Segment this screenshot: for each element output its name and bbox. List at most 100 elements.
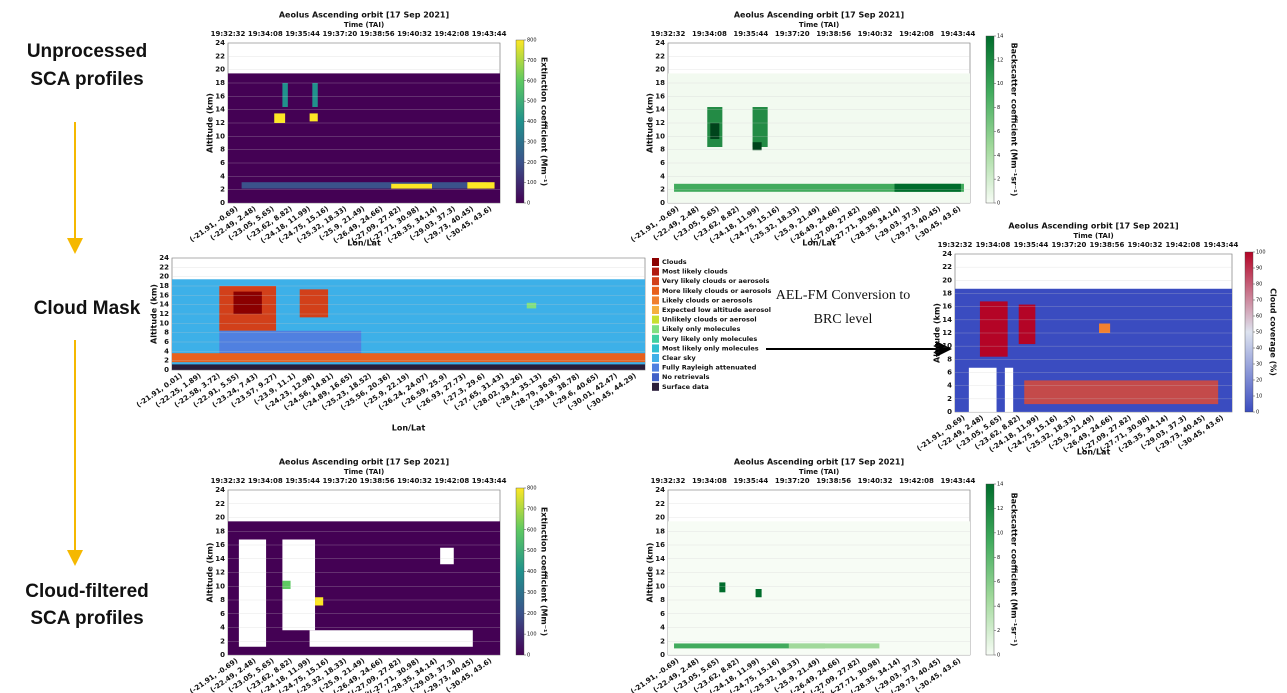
y-tick-label: 10 (942, 342, 952, 350)
time-tick-label: 19:35:44 (733, 30, 768, 38)
y-tick-label: 6 (660, 610, 665, 618)
time-tick-label: 19:35:44 (285, 477, 320, 485)
colorbar-tick-label: 600 (527, 527, 537, 533)
time-tick-label: 19:42:08 (434, 477, 469, 485)
time-tick-label: 19:43:44 (941, 30, 976, 38)
colorbar-tick-label: 20 (1256, 378, 1262, 384)
time-tick-label: 19:38:56 (816, 477, 851, 485)
y-tick-label: 4 (164, 347, 169, 355)
heatmap-cells (710, 123, 720, 139)
heatmap-cells (309, 113, 318, 122)
time-tick-label: 19:35:44 (285, 30, 320, 38)
heatmap-cells (894, 183, 961, 192)
colorbar-tick-label: 400 (527, 119, 537, 125)
step-label: SCA profiles (30, 69, 143, 90)
y-tick-label: 18 (215, 527, 225, 535)
y-tick-label: 20 (942, 276, 952, 284)
colorbar-tick-label: 8 (997, 105, 1000, 111)
colorbar-tick-label: 2 (997, 177, 1000, 183)
time-tick-label: 19:37:20 (322, 477, 357, 485)
y-tick-label: 16 (655, 541, 665, 549)
step-label: SCA profiles (30, 608, 143, 629)
conversion-label: AEL-FM Conversion to (776, 288, 911, 303)
y-tick-label: 8 (947, 355, 952, 363)
colorbar-tick-label: 12 (997, 506, 1003, 512)
heatmap-cells (752, 142, 762, 151)
time-tick-label: 19:37:20 (1052, 241, 1087, 249)
colorbar-tick-label: 100 (1256, 250, 1266, 256)
time-tick-label: 19:38:56 (1090, 241, 1125, 249)
time-tick-label: 19:34:08 (976, 241, 1011, 249)
time-tick-label: 19:34:08 (248, 477, 283, 485)
legend-swatch (652, 373, 659, 382)
y-tick-label: 0 (220, 651, 225, 659)
y-tick-label: 24 (655, 39, 665, 47)
time-tick-label: 19:40:32 (397, 477, 432, 485)
y-tick-label: 2 (660, 637, 665, 645)
colorbar-tick-label: 4 (997, 153, 1000, 159)
heatmap-cells (233, 291, 262, 314)
colorbar-tick-label: 0 (527, 201, 530, 207)
y-tick-label: 12 (655, 119, 665, 127)
y-axis-label: Altitude (km) (646, 543, 655, 603)
y-tick-label: 8 (220, 596, 225, 604)
y-tick-label: 16 (655, 92, 665, 100)
y-tick-label: 14 (159, 301, 169, 309)
colorbar-tick-label: 500 (527, 548, 537, 554)
heatmap (228, 73, 500, 204)
x-axis-label: Lon/Lat (347, 239, 381, 248)
time-tick-label: 19:35:44 (733, 477, 768, 485)
y-tick-label: 4 (660, 624, 665, 632)
colorbar-tick-label: 800 (527, 38, 537, 44)
colorbar-label: Extinction coefficient (Mm⁻¹) (540, 507, 549, 636)
y-axis-label: Altitude (km) (933, 303, 942, 363)
colorbar-tick-label: 0 (997, 653, 1000, 659)
step-label: Cloud-filtered (25, 581, 149, 602)
time-tick-label: 19:40:32 (858, 477, 893, 485)
time-tick-label: 19:43:44 (472, 477, 507, 485)
y-tick-label: 10 (655, 582, 665, 590)
colorbar-label: Extinction coefficient (Mm⁻¹) (540, 57, 549, 186)
time-tick-label: 19:32:32 (211, 30, 246, 38)
colorbar-tick-label: 0 (997, 201, 1000, 207)
legend-label: Surface data (662, 383, 709, 391)
colorbar-tick-label: 800 (527, 486, 537, 492)
legend-swatch (652, 344, 659, 353)
colorbar-tick-label: 12 (997, 57, 1003, 63)
colorbar-tick-label: 100 (527, 180, 537, 186)
heatmap-cells (315, 597, 324, 606)
heatmap-cells (979, 301, 1008, 357)
legend-label: Most likely clouds (662, 268, 728, 276)
colorbar-tick-label: 600 (527, 78, 537, 84)
y-tick-label: 24 (215, 39, 225, 47)
time-tick-label: 19:34:08 (692, 477, 727, 485)
y-tick-label: 8 (164, 329, 169, 337)
legend-swatch (652, 267, 659, 276)
heatmap-cells (282, 83, 288, 107)
heatmap-cells (1018, 304, 1036, 345)
colorbar-tick-label: 10 (1256, 394, 1262, 400)
y-tick-label: 18 (159, 282, 169, 290)
colorbar-tick-label: 8 (997, 555, 1000, 561)
colorbar-tick-label: 14 (997, 34, 1003, 40)
heatmap-cells (674, 643, 826, 649)
colorbar-tick-label: 80 (1256, 282, 1262, 288)
heatmap-cells (312, 83, 318, 107)
heatmap-cells (526, 302, 537, 309)
colorbar-tick-label: 500 (527, 99, 537, 105)
colorbar (1244, 251, 1254, 413)
y-tick-label: 4 (220, 624, 225, 632)
heatmap-cells (299, 289, 329, 318)
heatmap-cells (309, 630, 473, 647)
time-tick-label: 19:32:32 (211, 477, 246, 485)
legend-label: Clouds (662, 258, 687, 266)
heatmap-cells (674, 183, 964, 192)
time-tick-label: 19:32:32 (651, 477, 686, 485)
time-tick-label: 19:42:08 (434, 30, 469, 38)
y-tick-label: 24 (215, 486, 225, 494)
heatmap-cells (440, 547, 454, 565)
y-tick-label: 20 (215, 66, 225, 74)
time-axis-label: Time (TAI) (1073, 232, 1113, 240)
colorbar-tick-label: 300 (527, 139, 537, 145)
heatmap-cells (752, 107, 768, 147)
